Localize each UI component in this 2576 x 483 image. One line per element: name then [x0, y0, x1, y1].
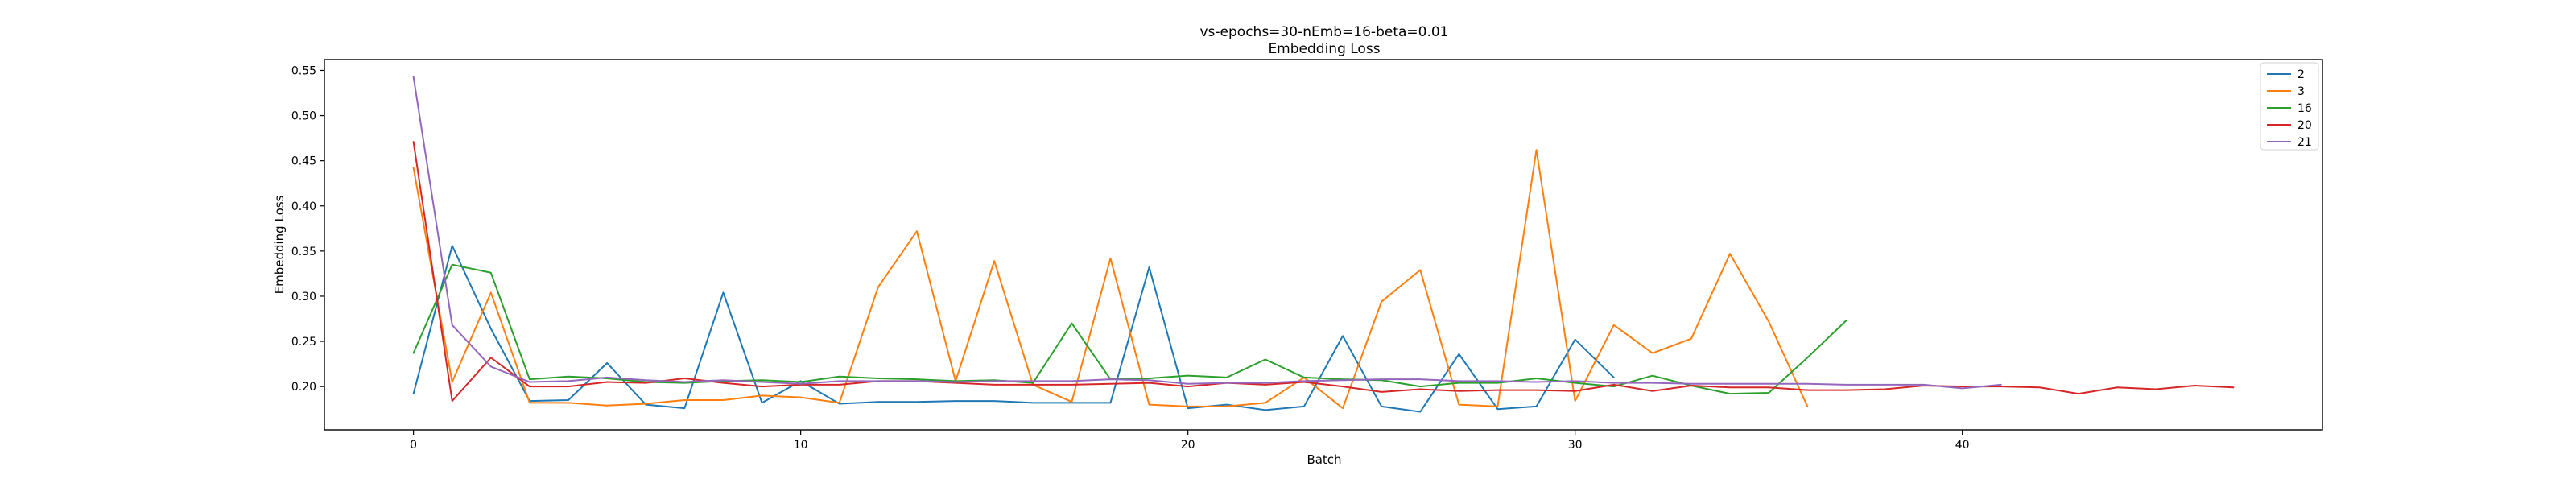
y-tick-label: 0.35	[291, 246, 316, 258]
series-lines	[412, 76, 2235, 413]
y-tick-label: 0.25	[291, 336, 316, 349]
series-line-2	[412, 245, 1615, 413]
y-tick-label: 0.30	[291, 291, 316, 303]
series-line-20	[412, 141, 2235, 402]
y-tick-label: 0.55	[291, 64, 316, 77]
x-tick-label: 40	[1955, 439, 1970, 452]
series-line-21	[412, 76, 2002, 390]
series-line-3	[412, 149, 1809, 410]
legend-label-20: 20	[2297, 119, 2312, 132]
y-tick-label: 0.45	[291, 155, 316, 168]
y-axis-ticks: 0.20 0.25 0.30 0.35 0.40 0.45 0.50 0.55	[291, 64, 324, 394]
plot-frame	[324, 59, 2323, 431]
legend-label-2: 2	[2297, 68, 2305, 81]
chart-subtitle: Embedding Loss	[1268, 41, 1380, 57]
x-tick-label: 30	[1568, 439, 1583, 452]
chart-legend: 2 3 16 20 21	[2260, 62, 2319, 151]
x-axis-ticks: 0 10 20 30 40	[410, 430, 1970, 452]
legend-label-21: 21	[2297, 136, 2312, 149]
x-axis-label: Batch	[1307, 452, 1341, 467]
chart-title: vs-epochs=30-nEmb=16-beta=0.01	[1200, 24, 1449, 40]
legend-label-16: 16	[2297, 102, 2312, 115]
x-tick-label: 20	[1181, 439, 1195, 452]
y-tick-label: 0.50	[291, 110, 316, 123]
y-tick-label: 0.20	[291, 381, 316, 394]
legend-label-3: 3	[2297, 85, 2305, 98]
x-tick-label: 10	[794, 439, 808, 452]
x-tick-label: 0	[410, 439, 417, 452]
legend-box	[2260, 62, 2319, 151]
y-tick-label: 0.40	[291, 200, 316, 213]
y-axis-label: Embedding Loss	[272, 195, 287, 294]
